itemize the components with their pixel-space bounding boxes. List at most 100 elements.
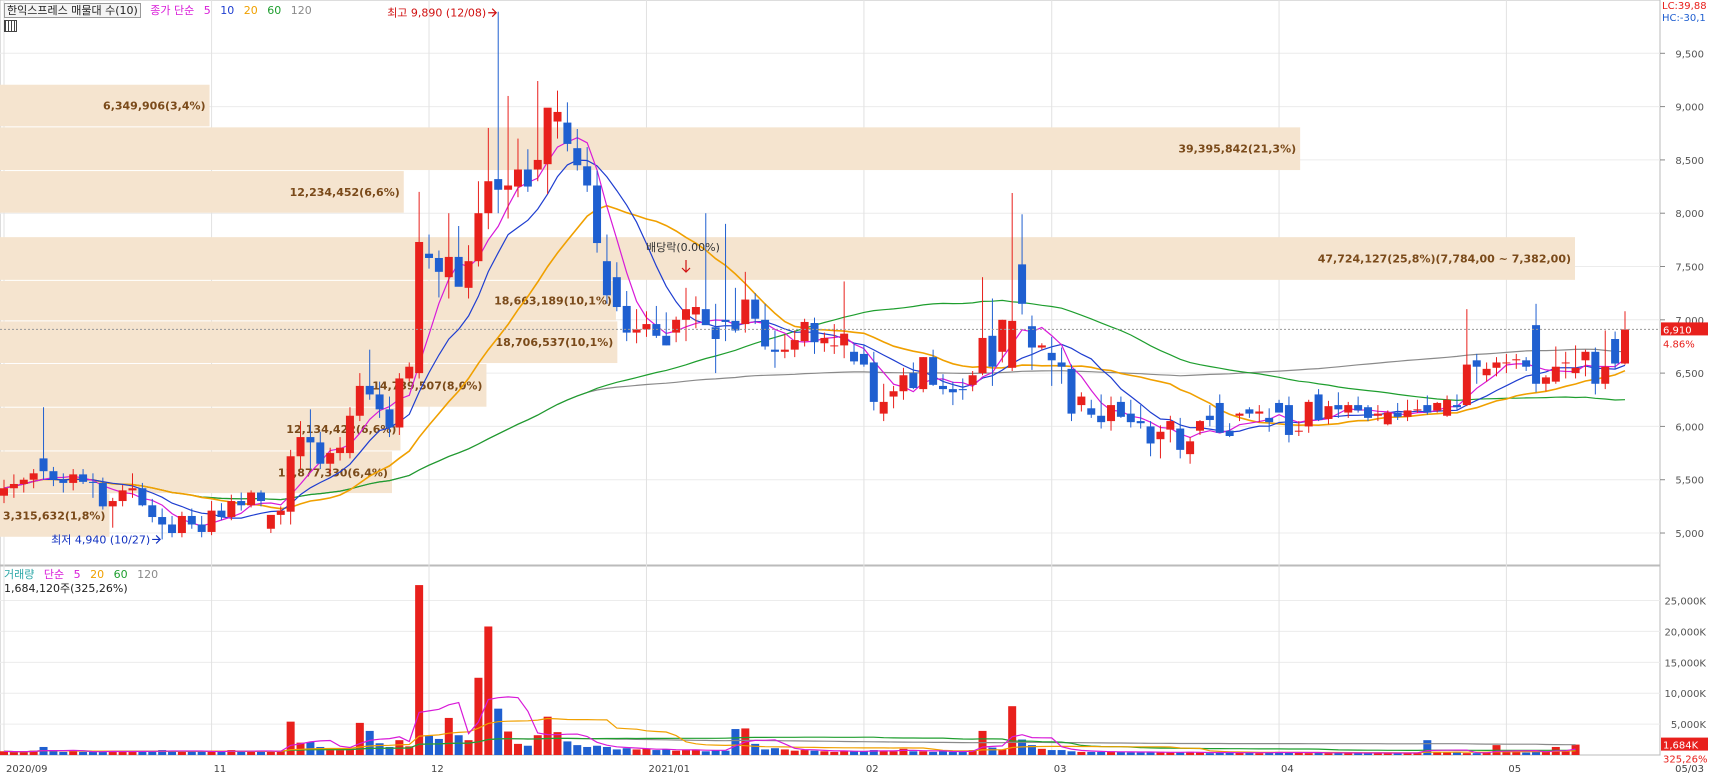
candle-body: [593, 185, 602, 244]
volume-bar: [859, 751, 868, 755]
volume-bar: [563, 741, 572, 755]
volume-bar: [19, 751, 28, 755]
volume-bar: [286, 721, 295, 755]
high-arrow-icon: [488, 8, 498, 18]
price-tick-label: 8,000: [1675, 209, 1704, 220]
volume-bar: [543, 716, 552, 755]
volume-bar: [444, 717, 453, 755]
candle-body: [1008, 320, 1017, 368]
volume-bar: [385, 746, 394, 755]
vol-ma20-label[interactable]: 20: [90, 568, 105, 581]
candle-body: [1551, 366, 1560, 382]
volume-bar: [929, 751, 938, 755]
vol-ma5-label[interactable]: 5: [73, 568, 81, 581]
volume-readout: 1,684,120주(325,26%): [4, 582, 128, 595]
volume-profile-bar: [0, 127, 1301, 171]
ma-group-label[interactable]: 종가 단순: [150, 4, 195, 17]
volume-bar: [1364, 753, 1373, 755]
volume-profile-label: 39,395,842(21,3%): [1178, 143, 1296, 156]
ma120-label[interactable]: 120: [290, 4, 312, 17]
volume-bar: [207, 751, 216, 755]
candle-body: [602, 261, 611, 296]
date-label: 04: [1281, 764, 1294, 775]
low-annotation: 최저 4,940 (10/27): [51, 533, 150, 546]
volume-bar: [761, 749, 770, 755]
candle-body: [761, 319, 770, 347]
candle-body: [1126, 413, 1135, 423]
volume-bar: [938, 751, 947, 755]
candle-body: [573, 148, 582, 166]
candle-body: [830, 345, 839, 347]
candle-body: [1057, 362, 1066, 367]
volume-bar: [49, 751, 58, 755]
volume-bar: [1195, 752, 1204, 755]
candle-body: [1443, 399, 1452, 416]
candle-body: [968, 375, 977, 385]
vol-ma120-label[interactable]: 120: [137, 568, 159, 581]
candle-body: [494, 179, 503, 190]
price-tick-label: 6,000: [1675, 422, 1704, 433]
ma60-label[interactable]: 60: [267, 4, 282, 17]
ma20-label[interactable]: 20: [243, 4, 258, 17]
candle-body: [385, 409, 394, 428]
volume-bar: [1215, 752, 1224, 755]
candle-body: [1146, 426, 1155, 444]
vol-title[interactable]: 거래량: [4, 568, 35, 581]
candle-body: [326, 453, 335, 464]
candle-body: [1116, 401, 1125, 417]
volume-bar: [504, 731, 513, 755]
volume-bar: [316, 746, 325, 755]
candle-body: [859, 353, 868, 365]
vol-ma-group-label[interactable]: 단순: [43, 568, 65, 581]
volume-bar: [1561, 751, 1570, 755]
candle-body: [1265, 417, 1274, 423]
volume-bar: [830, 751, 839, 755]
date-label: 11: [214, 764, 227, 775]
candle-body: [474, 213, 483, 262]
candle-body: [1433, 402, 1442, 411]
volume-bar: [1373, 752, 1382, 755]
candle-body: [1284, 405, 1293, 435]
last-volume-tag: [1661, 737, 1708, 751]
volume-bar: [69, 751, 78, 755]
candle-body: [415, 241, 424, 374]
volume-bar: [672, 750, 681, 755]
volume-bar: [1067, 751, 1076, 755]
candle-body: [672, 319, 681, 333]
volume-bar: [128, 751, 137, 755]
volume-bar: [583, 746, 592, 755]
ma5-label[interactable]: 5: [203, 4, 211, 17]
candle-body: [266, 514, 275, 529]
candle-body: [889, 391, 898, 397]
volume-bar: [652, 750, 661, 755]
volume-bar: [1047, 750, 1056, 755]
ma10-label[interactable]: 10: [220, 4, 235, 17]
volume-bar: [1235, 752, 1244, 755]
candle-body: [909, 373, 918, 389]
volume-bar: [1037, 748, 1046, 755]
volume-bar: [948, 751, 957, 755]
candle-body: [1482, 368, 1491, 376]
volume-bar: [810, 750, 819, 755]
volume-profile-label: 6,349,906(3,4%): [103, 100, 206, 113]
price-tick-label: 8,500: [1675, 156, 1704, 167]
candle-body: [316, 442, 325, 464]
date-label: 03: [1054, 764, 1067, 775]
volume-bar: [879, 750, 888, 755]
chart-title[interactable]: 한익스프레스 매물대 수(10): [4, 3, 141, 18]
candle-body: [978, 337, 987, 374]
candle-body: [177, 515, 186, 534]
volume-bar: [1087, 751, 1096, 755]
candle-body: [1018, 264, 1027, 304]
volume-bar: [168, 751, 177, 755]
volume-bar: [177, 751, 186, 755]
volume-bar: [751, 743, 760, 755]
grid-icon[interactable]: [4, 20, 17, 32]
candle-body: [69, 474, 78, 483]
volume-bar: [682, 750, 691, 755]
lc-readout: LC:39,88: [1662, 1, 1707, 12]
price-tick-label: 7,500: [1675, 263, 1704, 274]
volume-bar: [405, 746, 414, 755]
vol-ma60-label[interactable]: 60: [113, 568, 128, 581]
